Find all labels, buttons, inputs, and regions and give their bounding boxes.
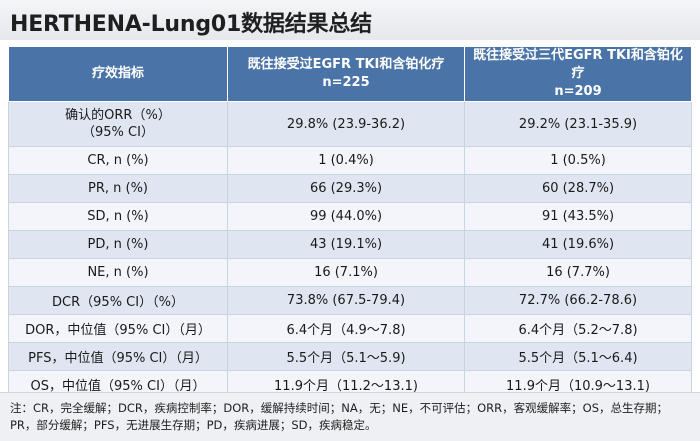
table-row: 确认的ORR（%） （95% CI） 29.8% (23.9-36.2) 29.…: [8, 101, 692, 147]
title-bar: HERTHENA-Lung01数据结果总结: [0, 0, 700, 40]
value-cell: 66 (29.3%): [227, 174, 465, 203]
metric-cell: PFS，中位值（95% CI）（月）: [8, 342, 228, 371]
value-cell: 16 (7.7%): [464, 258, 692, 287]
table-row: SD, n (%) 99 (44.0%) 91 (43.5%): [8, 202, 692, 231]
value-cell: 6.4个月（5.2～7.8): [464, 314, 692, 343]
table-row: PD, n (%) 43 (19.1%) 41 (19.6%): [8, 230, 692, 259]
table-header-row: 疗效指标 既往接受过EGFR TKI和含铂化疗 n=225 既往接受过三代EGF…: [8, 46, 692, 102]
value-cell: 29.8% (23.9-36.2): [227, 101, 465, 147]
table-row: PR, n (%) 66 (29.3%) 60 (28.7%): [8, 174, 692, 203]
table-row: NE, n (%) 16 (7.1%) 16 (7.7%): [8, 258, 692, 287]
value-cell: 29.2% (23.1-35.9): [464, 101, 692, 147]
header-cell: 既往接受过三代EGFR TKI和含铂化疗 n=209: [464, 46, 692, 102]
header-cell: 既往接受过EGFR TKI和含铂化疗 n=225: [227, 46, 465, 102]
value-cell: 1 (0.5%): [464, 146, 692, 175]
page-title: HERTHENA-Lung01数据结果总结: [10, 12, 372, 37]
value-cell: 73.8% (67.5-79.4): [227, 286, 465, 315]
table-row: CR, n (%) 1 (0.4%) 1 (0.5%): [8, 146, 692, 175]
value-cell: 72.7% (66.2-78.6): [464, 286, 692, 315]
table-row: DCR（95% CI）（%） 73.8% (67.5-79.4) 72.7% (…: [8, 286, 692, 315]
footnote-text: 注：CR，完全缓解；DCR，疾病控制率；DOR，缓解持续时间；NA，无；NE，不…: [10, 401, 669, 432]
results-table: 疗效指标 既往接受过EGFR TKI和含铂化疗 n=225 既往接受过三代EGF…: [8, 46, 692, 399]
value-cell: 91 (43.5%): [464, 202, 692, 231]
value-cell: 5.5个月（5.1～6.4): [464, 342, 692, 371]
value-cell: 41 (19.6%): [464, 230, 692, 259]
metric-cell: PR, n (%): [8, 174, 228, 203]
value-cell: 99 (44.0%): [227, 202, 465, 231]
value-cell: 5.5个月（5.1～5.9): [227, 342, 465, 371]
metric-cell: DCR（95% CI）（%）: [8, 286, 228, 315]
value-cell: 16 (7.1%): [227, 258, 465, 287]
header-cell: 疗效指标: [8, 46, 228, 102]
metric-cell: DOR，中位值（95% CI）（月）: [8, 314, 228, 343]
value-cell: 60 (28.7%): [464, 174, 692, 203]
metric-cell: SD, n (%): [8, 202, 228, 231]
metric-cell: 确认的ORR（%） （95% CI）: [8, 101, 228, 147]
metric-cell: CR, n (%): [8, 146, 228, 175]
table-row: DOR，中位值（95% CI）（月） 6.4个月（4.9～7.8) 6.4个月（…: [8, 314, 692, 343]
footnote-panel: 注：CR，完全缓解；DCR，疾病控制率；DOR，缓解持续时间；NA，无；NE，不…: [0, 392, 700, 441]
value-cell: 1 (0.4%): [227, 146, 465, 175]
value-cell: 6.4个月（4.9～7.8): [227, 314, 465, 343]
metric-cell: NE, n (%): [8, 258, 228, 287]
value-cell: 43 (19.1%): [227, 230, 465, 259]
metric-cell: PD, n (%): [8, 230, 228, 259]
table-row: PFS，中位值（95% CI）（月） 5.5个月（5.1～5.9) 5.5个月（…: [8, 342, 692, 371]
